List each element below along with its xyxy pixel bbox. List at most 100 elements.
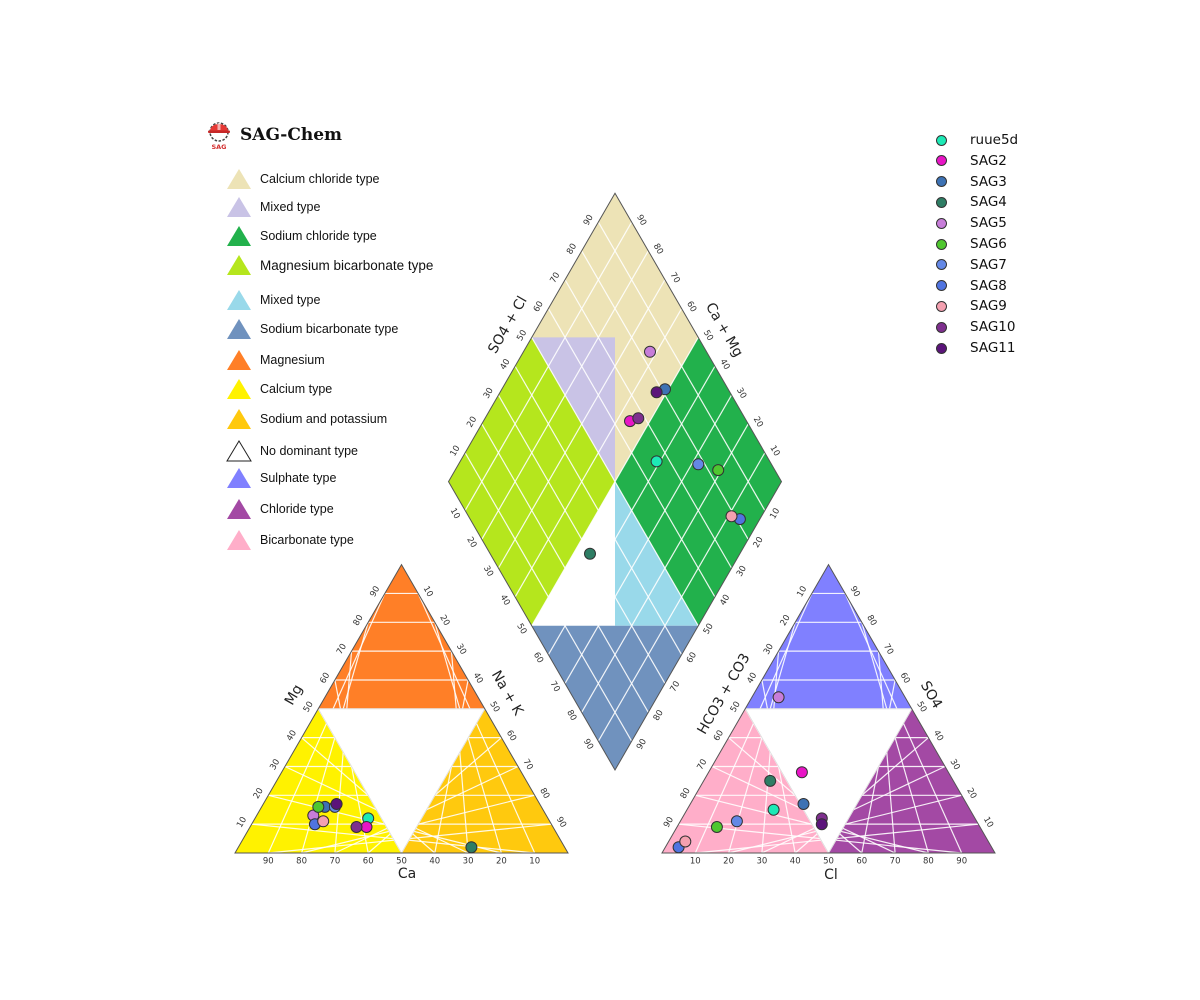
- cation-right-tick-label: 10: [421, 585, 435, 599]
- diamond-lower-left-tick-label: 10: [448, 507, 462, 521]
- type-legend-item: Mixed type: [226, 287, 320, 313]
- diamond-upper-right-tick-label: 70: [668, 271, 682, 285]
- sample-point-anion-sag9: [679, 835, 692, 848]
- sample-point-anion-sag11: [815, 818, 828, 831]
- type-legend-item: Mixed type: [226, 194, 320, 220]
- cation-bottom-tick-label: 20: [496, 857, 507, 867]
- region-anion-no-dominant: [745, 708, 912, 853]
- region-cation-no-dominant: [318, 708, 485, 853]
- sample-legend-item: SAG4: [936, 192, 1007, 212]
- type-legend-label: Calcium type: [260, 382, 333, 396]
- region-cation-sodium-potassium: [401, 708, 568, 853]
- type-legend-item: Sodium and potassium: [226, 406, 387, 432]
- sample-legend-marker: [936, 155, 947, 167]
- sample-legend-item: SAG5: [936, 213, 1007, 233]
- triangle-swatch-icon: [226, 440, 252, 462]
- region-diamond-sodium-bicarbonate: [531, 625, 699, 770]
- region-anion-sulphate: [745, 564, 912, 709]
- sample-legend-item: SAG2: [936, 151, 1007, 171]
- diamond-lower-right-tick-label: 20: [752, 535, 766, 549]
- region-cation-calcium: [235, 708, 402, 853]
- sample-point-diamond-ruue5d: [650, 455, 663, 468]
- diamond-upper-left-tick-label: 60: [532, 300, 546, 314]
- type-legend-label: No dominant type: [260, 444, 358, 458]
- cation-bottom-tick-label: 70: [329, 857, 340, 867]
- anion-white-edge: [744, 708, 913, 854]
- sample-point-anion-ruue5d: [767, 803, 780, 816]
- diamond-lower-left-tick-label: 60: [531, 651, 545, 665]
- type-legend-label: Calcium chloride type: [260, 172, 380, 186]
- diamond-lower-left-tick-label: 80: [564, 708, 578, 722]
- type-legend-label: Magnesium: [260, 353, 325, 367]
- sample-legend-item: SAG11: [936, 338, 1015, 358]
- anion-left-tick-label: 60: [712, 729, 726, 743]
- sample-point-anion-sag5: [772, 691, 785, 704]
- diamond-upper-right-tick-label: 30: [734, 386, 748, 400]
- diamond-outline: [447, 192, 783, 772]
- anion-right-tick-label: 20: [964, 786, 978, 800]
- diamond-upper-right-tick-label: 50: [701, 328, 715, 342]
- diamond-upper-left-tick-label: 30: [482, 386, 496, 400]
- sample-legend-label: SAG9: [970, 298, 1007, 315]
- anion-bottom-tick-label: 10: [690, 857, 701, 867]
- sample-point-diamond-sag4: [584, 547, 596, 560]
- diamond-upper-left-tick-label: 40: [498, 357, 512, 371]
- sample-legend-label: SAG5: [970, 215, 1007, 232]
- region-anion-chloride: [828, 708, 995, 853]
- sample-legend-label: SAG10: [970, 319, 1016, 336]
- type-legend-label: Bicarbonate type: [260, 533, 354, 547]
- sample-point-cation-sag11: [330, 798, 343, 810]
- type-legend-item: Calcium chloride type: [226, 166, 380, 192]
- diamond-upper-right-tick-label: 40: [717, 357, 731, 371]
- cation-right-tick-label: 90: [554, 815, 568, 829]
- cation-right-tick-label: 40: [471, 671, 485, 685]
- cation-left-tick-label: 30: [268, 758, 282, 772]
- cation-triangle-outline: [234, 563, 569, 854]
- cation-right-tick-label: 60: [504, 729, 518, 743]
- cation-right-tick-label: 30: [454, 642, 468, 656]
- brand: SAG SAG-Chem: [204, 118, 342, 152]
- sample-legend-marker: [936, 134, 947, 146]
- sample-legend-marker: [936, 217, 947, 229]
- triangle-swatch-icon: [227, 290, 251, 310]
- sample-point-diamond-sag10: [632, 412, 645, 425]
- sample-point-anion-sag3: [797, 798, 810, 810]
- anion-bottom-tick-label: 30: [756, 857, 767, 867]
- sample-legend-item: SAG3: [936, 172, 1007, 192]
- diamond-lower-right-tick-label: 90: [635, 737, 649, 751]
- sample-point-anion-sag7: [730, 815, 743, 828]
- diamond-lower-right-tick-label: 80: [652, 708, 666, 722]
- sample-legend-marker: [936, 176, 947, 188]
- type-legend-label: Mixed type: [260, 200, 321, 214]
- cation-bottom-axis-label: Ca: [398, 866, 416, 882]
- anion-right-tick-label: 40: [931, 729, 945, 743]
- diamond-upper-left-tick-label: 10: [448, 444, 462, 458]
- anion-right-tick-label: 60: [898, 671, 912, 685]
- type-legend-item: Bicarbonate type: [226, 527, 354, 553]
- region-anion-bicarbonate: [662, 708, 829, 853]
- anion-left-tick-label: 20: [779, 613, 793, 627]
- brand-logo-text: SAG: [211, 143, 226, 151]
- type-legend-label: Sulphate type: [260, 471, 337, 485]
- type-legend-item: Magnesium bicarbonate type: [226, 252, 433, 278]
- triangle-swatch-icon: [227, 319, 251, 339]
- diamond-gridline: [481, 250, 649, 540]
- type-legend-item: Sodium chloride type: [226, 223, 377, 249]
- sample-legend-label: SAG4: [970, 194, 1007, 211]
- triangle-swatch-icon: [227, 409, 251, 429]
- sample-legend-label: SAG6: [970, 236, 1007, 252]
- diamond-upper-right-tick-label: 90: [634, 213, 648, 227]
- diamond-gridline: [597, 221, 766, 511]
- cation-bottom-tick-label: 10: [529, 857, 540, 867]
- anion-bottom-axis-label: Cl: [824, 867, 838, 883]
- cation-right-tick-label: 20: [437, 613, 451, 627]
- cation-left-tick-label: 80: [352, 613, 366, 627]
- anion-right-tick-label: 10: [981, 815, 995, 829]
- hardhat-gear-icon: SAG: [208, 122, 230, 151]
- type-legend-item: Sodium bicarbonate type: [226, 316, 398, 342]
- sample-legend-marker: [936, 259, 947, 271]
- triangle-swatch-icon: [227, 468, 251, 488]
- type-legend-label: Chloride type: [260, 502, 334, 516]
- diamond-lower-right-tick-label: 70: [668, 680, 682, 694]
- anion-left-tick-label: 90: [662, 815, 676, 829]
